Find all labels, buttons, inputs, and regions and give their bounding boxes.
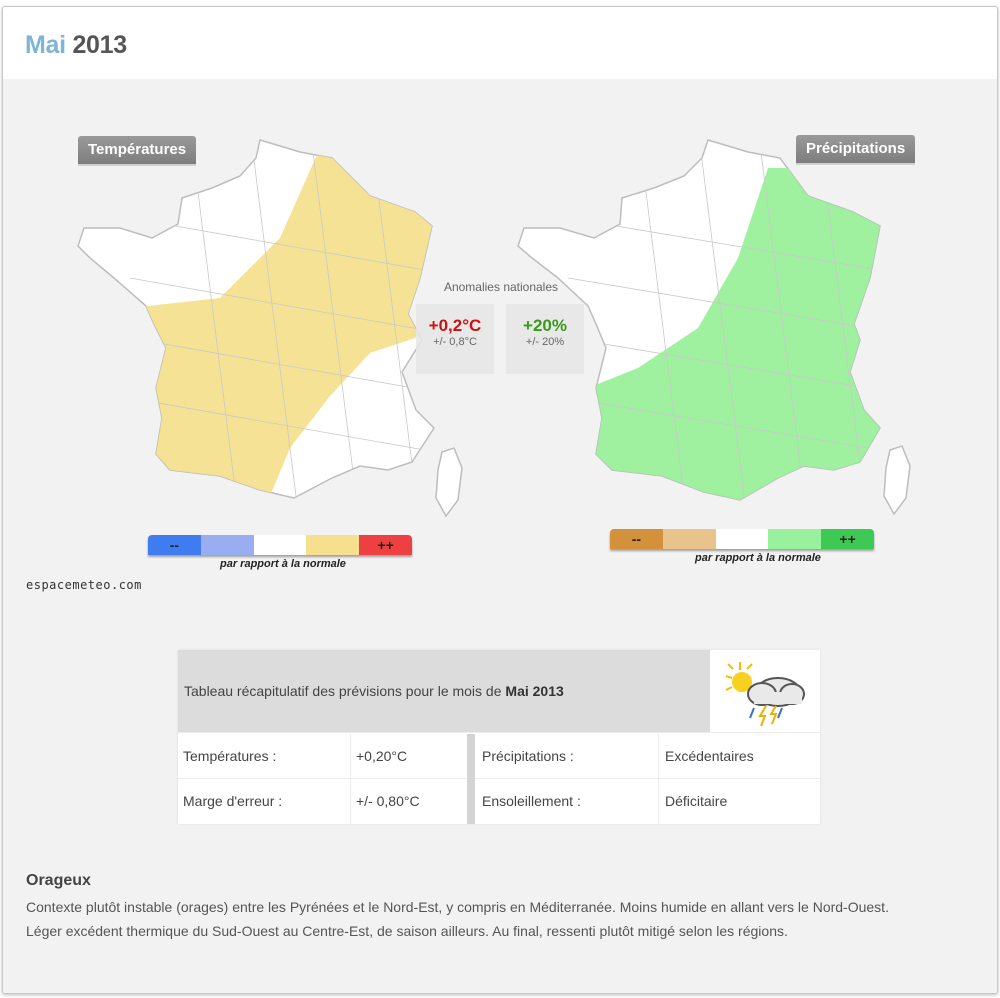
precipitation-anomaly: +20% +/- 20% xyxy=(506,304,584,374)
temperature-legend-segment: -- xyxy=(148,535,201,555)
page-title: Mai 2013 xyxy=(25,31,127,60)
forecast-summary-title: Orageux xyxy=(26,872,91,889)
precipitation-legend: -- ++ xyxy=(610,529,874,549)
temperature-legend-segment xyxy=(306,535,360,555)
temperature-anomaly-area xyxy=(130,148,434,498)
national-anomalies: Anomalies nationales +0,2°C +/- 0,8°C +2… xyxy=(416,280,586,384)
row-label: Précipitations : xyxy=(482,748,574,764)
precipitation-legend-segment: -- xyxy=(610,529,663,549)
temperature-legend-segment xyxy=(253,535,307,555)
precipitation-legend-caption: par rapport à la normale xyxy=(695,552,821,564)
row-value: +/- 0,80°C xyxy=(356,793,420,809)
column-separator xyxy=(467,734,475,824)
precipitation-anomaly-area xyxy=(588,168,880,500)
temperature-map-label: Températures xyxy=(78,136,197,164)
sun-cloud-storm-icon xyxy=(725,662,805,727)
source-credit: espacemeteo.com xyxy=(26,578,142,592)
title-year: 2013 xyxy=(72,31,127,59)
row-label: Températures : xyxy=(183,748,277,764)
precipitation-legend-segment xyxy=(662,529,716,549)
description-line: Léger excédent thermique du Sud-Ouest au… xyxy=(26,923,788,939)
precipitation-legend-segment xyxy=(715,529,769,549)
precipitation-map-label: Précipitations xyxy=(796,135,916,163)
precipitation-legend-segment xyxy=(768,529,822,549)
temperature-legend: -- ++ xyxy=(148,535,412,555)
row-value: +0,20°C xyxy=(356,748,408,764)
summary-heading: Tableau récapitulatif des prévisions pou… xyxy=(184,683,564,699)
row-label: Marge d'erreur : xyxy=(183,793,283,809)
temperature-legend-segment: ++ xyxy=(359,535,412,555)
summary-heading-month: Mai 2013 xyxy=(505,683,564,699)
precipitation-anomaly-value: +20% xyxy=(523,316,567,335)
temperature-anomaly-value: +0,2°C xyxy=(428,316,482,335)
summary-heading-prefix: Tableau récapitulatif des prévisions pou… xyxy=(184,683,506,699)
description-line: Contexte plutôt instable (orages) entre … xyxy=(26,899,889,915)
temperature-anomaly: +0,2°C +/- 0,8°C xyxy=(416,304,494,374)
corsica-outline xyxy=(883,445,911,516)
row-label: Ensoleillement : xyxy=(482,793,581,809)
temperature-legend-caption: par rapport à la normale xyxy=(220,558,346,570)
title-month: Mai xyxy=(25,31,66,59)
forecast-description: Contexte plutôt instable (orages) entre … xyxy=(26,895,976,943)
summary-table: Tableau récapitulatif des prévisions pou… xyxy=(178,650,820,824)
summary-header: Tableau récapitulatif des prévisions pou… xyxy=(178,650,710,732)
row-value: Excédentaires xyxy=(665,748,754,764)
row-value: Déficitaire xyxy=(665,793,728,809)
temperature-map xyxy=(77,139,463,518)
anomalies-title: Anomalies nationales xyxy=(443,280,559,294)
precipitation-legend-segment: ++ xyxy=(821,529,874,549)
precipitation-anomaly-error: +/- 20% xyxy=(525,336,565,348)
temperature-anomaly-error: +/- 0,8°C xyxy=(433,336,477,348)
temperature-legend-segment xyxy=(200,535,254,555)
corsica-outline xyxy=(435,447,463,518)
precipitation-map xyxy=(517,139,911,516)
